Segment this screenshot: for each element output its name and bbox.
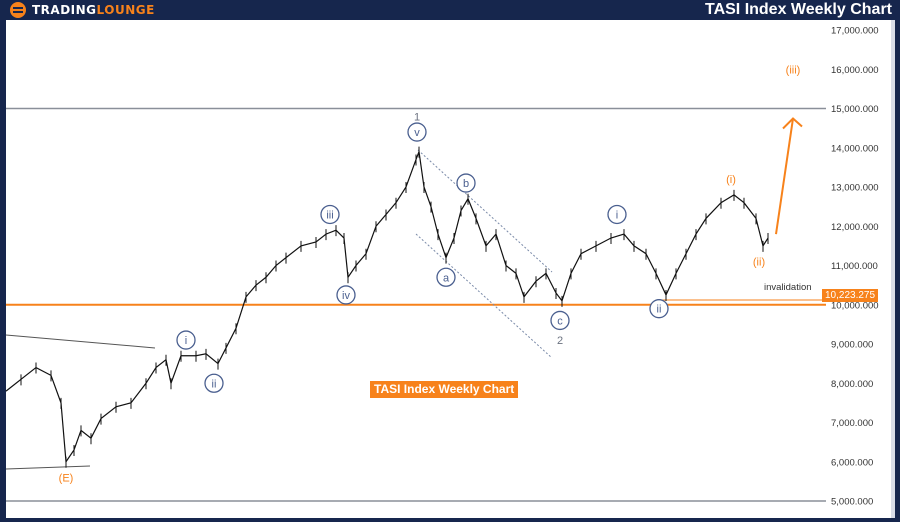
page-title: TASI Index Weekly Chart — [704, 1, 892, 18]
wave-label-circle — [649, 299, 669, 319]
wave-label: i — [185, 335, 187, 347]
wave-label: ii — [657, 304, 662, 316]
y-axis-tick: 14,000.000 — [831, 143, 879, 154]
wave-label-circle — [550, 310, 570, 331]
wave-label: ii — [212, 378, 217, 390]
y-axis-tick: 17,000.000 — [831, 26, 879, 37]
chart-title-badge: TASI Index Weekly Chart — [370, 381, 519, 398]
logo-suffix: Lounge — [96, 3, 155, 17]
wave-label: iii — [326, 209, 333, 221]
y-axis-tick: 10,000.000 — [831, 300, 879, 311]
y-axis-tick: 9,000.000 — [831, 340, 873, 351]
tradinglounge-logo: TradingLounge — [10, 2, 155, 18]
y-axis-tick: 12,000.000 — [831, 222, 879, 233]
y-axis-tick: 6,000.000 — [831, 457, 873, 468]
y-axis-tick: 7,000.000 — [831, 418, 873, 429]
y-axis-tick: 8,000.000 — [831, 379, 873, 390]
header-bar: TradingLounge TASI Index Weekly Chart — [0, 0, 900, 20]
wave-label-circle — [204, 373, 224, 393]
y-axis-tick: 11,000.000 — [831, 261, 878, 272]
wave-label: iv — [342, 290, 350, 302]
wave-label: a — [443, 272, 450, 284]
wave-label: (ii) — [753, 257, 765, 269]
projection-arrow-line — [775, 118, 794, 235]
y-axis-tick: 16,000.000 — [831, 65, 879, 76]
wave-label: 1 — [414, 111, 420, 123]
wave-label: i — [616, 209, 618, 221]
wave-label-circle — [436, 267, 456, 287]
wave-label-circle — [176, 330, 196, 350]
y-axis-tick: 15,000.000 — [831, 104, 879, 115]
y-axis-tick: 5,000.000 — [831, 497, 873, 508]
wave-label: (i) — [726, 174, 736, 186]
wave-label: (E) — [59, 472, 74, 484]
wave-label: (iii) — [786, 64, 801, 76]
invalidation-price-tag: 10,223.275 — [822, 289, 879, 302]
projection-arrow-head — [782, 117, 803, 130]
channel-lower-line — [415, 233, 553, 359]
wave-label: 2 — [557, 335, 563, 347]
wave-label: c — [557, 315, 563, 327]
y-axis-tick: 13,000.000 — [831, 183, 879, 194]
wave-label-circle — [456, 173, 476, 193]
wave-label-circle — [320, 204, 340, 225]
triangle-upper-trendline — [5, 334, 156, 349]
wave-label-circle — [407, 122, 427, 142]
wave-label: v — [414, 127, 420, 139]
wave-label-circle — [607, 204, 627, 225]
logo-prefix: Trading — [32, 3, 97, 17]
logo-icon — [10, 2, 26, 18]
invalidation-label: invalidation — [764, 282, 812, 293]
triangle-lower-trendline — [5, 465, 91, 470]
wave-label: b — [463, 178, 469, 190]
wave-label-circle — [336, 285, 356, 305]
